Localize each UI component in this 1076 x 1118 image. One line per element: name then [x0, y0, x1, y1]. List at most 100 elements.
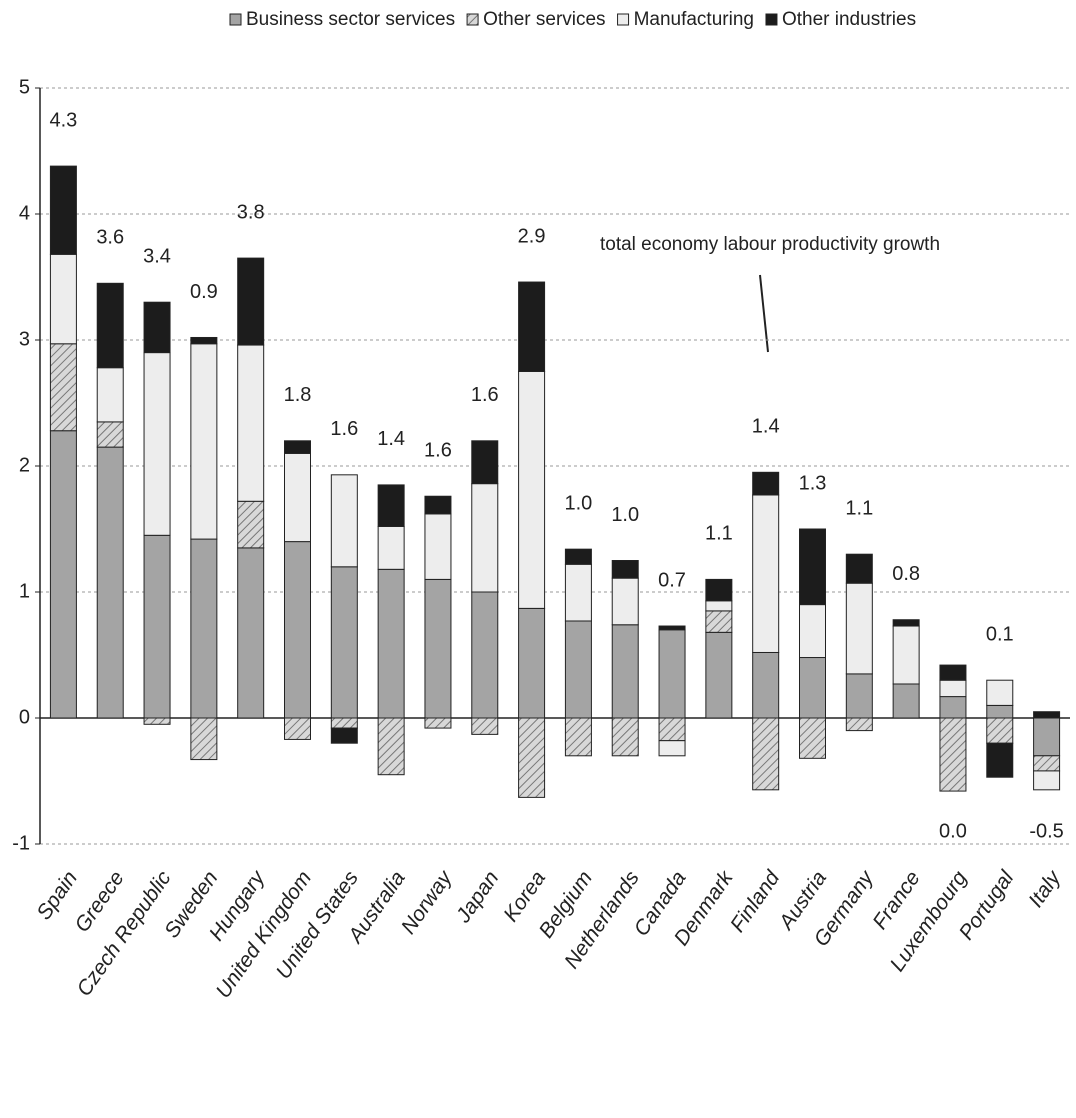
bar-segment [705, 578, 733, 602]
bar-segment [705, 600, 733, 612]
bar-segment [564, 620, 592, 719]
y-tick-label: 2 [19, 454, 30, 476]
bar-segment [424, 578, 452, 719]
bar-segment [799, 528, 826, 606]
y-tick-label: 1 [19, 580, 30, 602]
bar-segment [892, 683, 920, 719]
bar-segment [190, 343, 218, 540]
bar-segment [237, 547, 265, 719]
bar-segment [518, 371, 546, 609]
bar-segment [752, 717, 780, 791]
bar-segment [143, 717, 171, 725]
bar-segment [190, 717, 218, 761]
bar-segment [330, 717, 358, 729]
bar-segment [939, 717, 967, 792]
bar-segment [190, 538, 218, 719]
bar-segment [939, 679, 967, 698]
bar-segment [752, 494, 780, 653]
total-label: 1.4 [752, 416, 780, 438]
bar-segment [96, 367, 124, 423]
bar-segment [658, 625, 686, 631]
total-label: 1.6 [330, 418, 358, 440]
bar-segment [237, 257, 265, 346]
total-label: 1.3 [799, 472, 827, 494]
bar-segment [237, 500, 265, 549]
bar-segment [892, 619, 920, 627]
bar-segment [424, 717, 452, 729]
y-tick-label: 5 [19, 76, 30, 98]
total-label: 1.1 [705, 523, 733, 545]
total-label: 0.0 [939, 820, 967, 842]
bar-segment [96, 446, 124, 719]
bar-segment [799, 657, 826, 719]
bar-segment [471, 483, 499, 593]
bar-segment [611, 577, 639, 626]
bar-segment [564, 717, 592, 757]
bar-segment [96, 421, 124, 448]
legend-label: Other services [483, 9, 605, 30]
total-label: 0.7 [658, 569, 686, 591]
total-label: 0.8 [892, 563, 920, 585]
bar-segment [284, 717, 311, 740]
bar-segment [986, 704, 1014, 719]
x-tick-label: Japan [451, 867, 503, 928]
legend-swatch [617, 13, 630, 26]
bar-segment [471, 591, 499, 719]
bar-segment [49, 253, 77, 345]
bar-segment [705, 631, 733, 719]
bar-segment [330, 566, 358, 719]
bar-segment [986, 679, 1014, 706]
bar-segment [96, 282, 124, 369]
bar-segment [658, 740, 686, 757]
x-tick-label: Spain [32, 867, 82, 924]
bar-segment [939, 664, 967, 681]
bar-segment [845, 673, 873, 719]
bar-segment [1033, 717, 1061, 757]
bar-segment [1033, 770, 1061, 791]
total-label: 3.4 [143, 245, 171, 267]
bar-segment [377, 568, 405, 719]
bar-segment [611, 560, 639, 579]
legend-swatch [229, 13, 242, 26]
bar-segment [611, 624, 639, 719]
bar-segment [143, 352, 171, 536]
bar-segment [986, 742, 1014, 778]
y-tick-label: 0 [19, 706, 30, 728]
bar-segment [518, 607, 546, 719]
total-label: 3.6 [96, 227, 124, 249]
bar-segment [190, 336, 218, 345]
total-label: 1.0 [611, 504, 639, 526]
bar-segment [705, 610, 733, 633]
bar-segment [377, 484, 405, 527]
bar-segment [284, 440, 311, 454]
bar-segment [143, 301, 171, 354]
bar-segment [518, 281, 546, 373]
total-label: -0.5 [1029, 820, 1063, 842]
bar-segment [49, 430, 77, 719]
x-tick-label: Norway [397, 866, 458, 939]
total-label: 1.1 [845, 497, 873, 519]
bar-segment [658, 717, 686, 742]
bar-segment [845, 582, 873, 675]
bar-segment [845, 553, 873, 584]
bar-segment [284, 452, 311, 543]
bar-segment [799, 604, 826, 659]
bar-segment [377, 525, 405, 570]
bar-segment [752, 471, 780, 496]
legend-swatch [765, 13, 778, 26]
total-label: 4.3 [50, 109, 78, 131]
total-label: 1.0 [565, 492, 593, 514]
y-tick-label: 4 [19, 202, 30, 224]
legend-label: Other industries [782, 9, 916, 30]
bar-segment [799, 717, 826, 759]
total-label: 1.4 [377, 428, 405, 450]
total-label: 1.6 [471, 384, 499, 406]
bar-segment [845, 717, 873, 732]
bar-segment [424, 495, 452, 515]
total-label: 1.8 [284, 384, 312, 406]
bar-segment [986, 717, 1014, 744]
bar-segment [471, 717, 499, 735]
bar-segment [1033, 755, 1061, 772]
bar-segment [564, 548, 592, 565]
